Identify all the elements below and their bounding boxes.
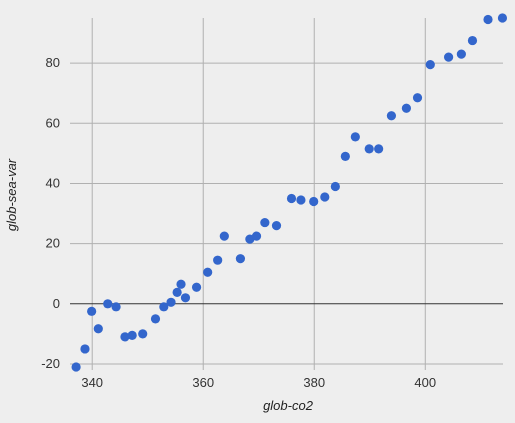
data-point [350, 132, 360, 142]
x-axis-title: glob-co2 [263, 398, 314, 413]
grid [70, 18, 503, 370]
y-tick-label: 20 [46, 236, 60, 251]
data-point [213, 255, 223, 265]
data-point [425, 60, 435, 70]
data-point [497, 13, 508, 23]
data-point [176, 279, 186, 289]
data-point [138, 329, 148, 339]
data-point [309, 196, 319, 207]
data-point [111, 302, 121, 312]
data-point [191, 282, 202, 292]
data-point [483, 14, 493, 25]
data-point [180, 293, 191, 303]
y-tick-label: -20 [41, 356, 60, 371]
data-point [330, 181, 340, 192]
data-point [412, 93, 423, 103]
data-point [87, 306, 97, 316]
data-point [271, 220, 282, 231]
data-point [467, 35, 478, 46]
x-tick-label: 360 [192, 375, 214, 390]
data-point [456, 49, 466, 59]
data-point [235, 254, 246, 264]
x-tick-label: 380 [303, 375, 325, 390]
data-point [150, 314, 161, 324]
x-tick-label: 340 [81, 375, 103, 390]
x-tick-label: 400 [414, 375, 436, 390]
data-point [401, 103, 412, 113]
y-axis-title: glob-sea-var [4, 158, 19, 231]
data-point [386, 111, 397, 121]
data-point [219, 231, 229, 241]
data-point [166, 297, 176, 307]
y-tick-label: 0 [53, 296, 60, 311]
y-tick-label: 40 [46, 175, 60, 190]
data-point [251, 231, 262, 241]
data-point [374, 144, 384, 154]
y-tick-label: 80 [46, 55, 60, 70]
data-point [127, 330, 137, 341]
data-point [203, 267, 213, 277]
data-point [103, 299, 113, 309]
data-point [364, 144, 374, 154]
data-point [340, 151, 350, 161]
y-tick-label: 60 [46, 115, 60, 130]
data-point [80, 344, 90, 354]
data-point [120, 332, 130, 342]
data-point [443, 52, 454, 62]
data-point [320, 192, 330, 202]
tick-labels: 340 360 380 400 -20 0 20 40 60 80 [41, 55, 436, 390]
data-point [71, 362, 81, 372]
data-points [71, 13, 508, 372]
data-point [159, 302, 169, 312]
data-point [172, 287, 182, 297]
data-point [296, 195, 306, 205]
data-point [286, 193, 297, 204]
data-point [260, 217, 270, 228]
data-point [93, 324, 103, 334]
